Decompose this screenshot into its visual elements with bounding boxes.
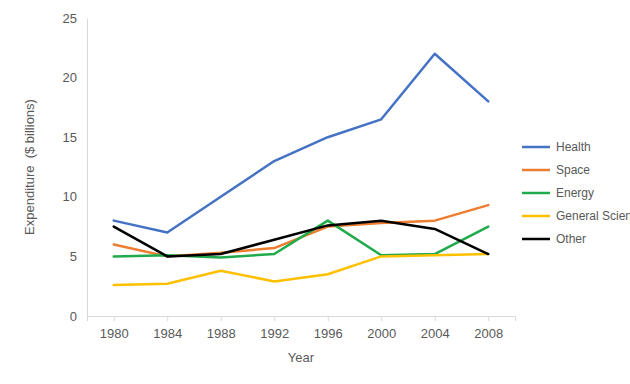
x-axis-line	[88, 317, 516, 322]
legend-swatch	[522, 238, 550, 241]
x-tick-label: 1980	[100, 326, 129, 341]
legend-swatch	[522, 169, 550, 172]
series-line	[114, 221, 489, 257]
series-line	[114, 205, 489, 256]
legend-label: General Science	[556, 209, 630, 223]
x-tick-mark	[435, 316, 436, 321]
y-axis-title: Expenditure ($ billions)	[22, 99, 37, 235]
y-axis: 0 5 10 15 20 25	[63, 11, 88, 324]
legend-swatch	[522, 215, 550, 218]
legend-swatch	[522, 192, 550, 195]
x-tick-mark	[274, 316, 275, 321]
legend-swatch	[522, 146, 550, 149]
x-tick-label: 1992	[260, 326, 289, 341]
x-tick-label: 1984	[153, 326, 182, 341]
x-tick-label: 2000	[367, 326, 396, 341]
x-tick: 2008	[474, 316, 503, 341]
x-axis-title: Year	[288, 350, 315, 365]
x-tick-mark	[167, 316, 168, 321]
x-tick-label: 1996	[314, 326, 343, 341]
x-tick: 2000	[367, 316, 396, 341]
series-line	[114, 254, 489, 285]
x-tick: 1988	[207, 316, 236, 341]
y-tick: 5	[70, 249, 87, 264]
x-tick: 1984	[153, 316, 182, 341]
y-tick-label: 0	[70, 309, 77, 324]
x-tick-mark	[488, 316, 489, 321]
y-axis-line	[87, 19, 88, 317]
series-line	[114, 221, 489, 258]
plot-area	[114, 54, 489, 285]
x-tick: 1980	[100, 316, 129, 341]
y-tick-label: 15	[63, 130, 77, 145]
y-tick: 15	[63, 130, 87, 145]
series-line	[114, 54, 489, 233]
x-tick: 2004	[421, 316, 450, 341]
x-tick-mark	[381, 316, 382, 321]
y-tick-label: 5	[70, 249, 77, 264]
x-tick-mark	[328, 316, 329, 321]
legend: Health Space Energy General Science Other	[522, 140, 630, 246]
legend-label: Health	[556, 140, 591, 154]
x-tick: 1992	[260, 316, 289, 341]
y-tick: 10	[63, 189, 87, 204]
x-tick: 1996	[314, 316, 343, 341]
y-tick-label: 25	[63, 11, 77, 26]
x-axis: 1980 1984 1988 1992 1996 2000 2004 2008	[88, 316, 516, 341]
y-tick-label: 20	[63, 70, 77, 85]
x-tick-label: 1988	[207, 326, 236, 341]
y-tick: 20	[63, 70, 87, 85]
legend-label: Energy	[556, 186, 594, 200]
y-tick: 25	[63, 11, 87, 26]
x-tick-label: 2004	[421, 326, 450, 341]
y-tick: 0	[70, 309, 87, 324]
y-tick-label: 10	[63, 189, 77, 204]
legend-label: Other	[556, 232, 586, 246]
chart: 0 5 10 15 20 25 1980 1984 1988 1992 1996 2000 2004 20…	[0, 0, 630, 384]
x-tick-label: 2008	[474, 326, 503, 341]
legend-label: Space	[556, 163, 590, 177]
x-tick-mark	[114, 316, 115, 321]
x-tick-mark	[221, 316, 222, 321]
